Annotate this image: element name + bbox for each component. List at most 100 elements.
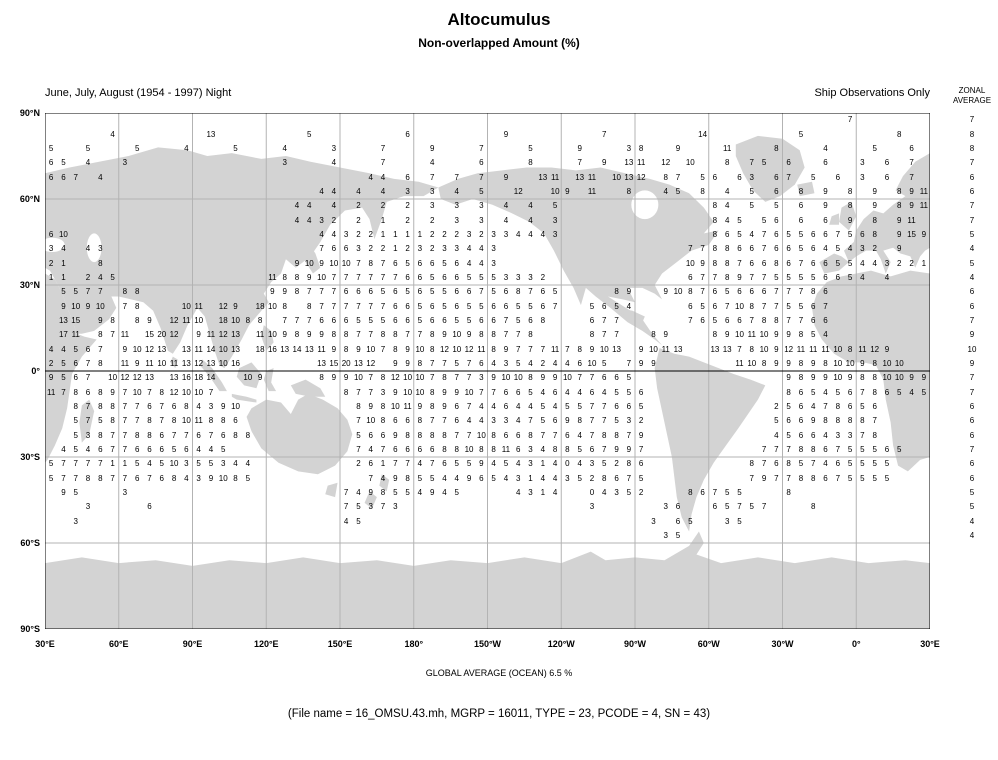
grid-value: 9 <box>134 358 140 368</box>
grid-value: 7 <box>761 229 767 239</box>
grid-value: 3 <box>85 430 91 440</box>
zonal-header-line1: ZONAL <box>958 86 986 95</box>
grid-value: 6 <box>429 444 435 454</box>
grid-value: 6 <box>675 516 681 526</box>
grid-value: 6 <box>503 287 509 297</box>
grid-value: 10 <box>882 373 892 383</box>
grid-value: 10 <box>735 301 744 311</box>
grid-value: 4 <box>626 301 632 311</box>
grid-value: 10 <box>194 387 204 397</box>
grid-value: 1 <box>380 229 386 239</box>
grid-value: 4 <box>356 186 361 196</box>
landmass-borneo <box>236 362 262 389</box>
grid-value: 3 <box>515 272 521 282</box>
grid-value: 5 <box>786 272 791 282</box>
landmass-africa-west <box>812 270 930 472</box>
grid-value: 8 <box>442 444 447 454</box>
grid-value: 5 <box>810 272 816 282</box>
grid-value: 7 <box>700 272 705 282</box>
grid-value: 10 <box>169 459 179 469</box>
grid-value: 4 <box>147 459 152 469</box>
grid-value: 8 <box>171 473 177 483</box>
grid-value: 3 <box>528 444 533 454</box>
grid-value: 4 <box>196 444 201 454</box>
global-average-label: GLOBAL AVERAGE (OCEAN) 6.5 % <box>425 668 573 678</box>
grid-value: 15 <box>71 315 81 325</box>
zonal-average-value: 7 <box>969 387 975 397</box>
grid-value: 9 <box>552 373 558 383</box>
grid-value: 7 <box>602 401 607 411</box>
grid-value: 6 <box>540 287 546 297</box>
grid-value: 1 <box>540 487 546 497</box>
grid-value: 10 <box>415 344 425 354</box>
grid-value: 3 <box>847 430 853 440</box>
grid-value: 5 <box>798 459 804 469</box>
grid-value: 6 <box>884 387 890 397</box>
grid-value: 7 <box>786 315 791 325</box>
grid-value: 3 <box>85 502 91 512</box>
grid-value: 11 <box>194 344 203 354</box>
grid-value: 10 <box>317 272 327 282</box>
grid-value: 6 <box>442 315 447 325</box>
grid-value: 9 <box>368 487 373 497</box>
grid-value: 4 <box>577 459 582 469</box>
grid-value: 5 <box>503 459 509 469</box>
grid-value: 5 <box>860 459 865 469</box>
grid-value: 4 <box>331 158 337 168</box>
grid-value: 10 <box>833 358 843 368</box>
grid-value: 10 <box>550 186 560 196</box>
grid-value: 2 <box>356 201 361 211</box>
grid-value: 9 <box>307 272 312 282</box>
grid-value: 9 <box>393 387 398 397</box>
grid-value: 8 <box>540 315 546 325</box>
grid-value: 9 <box>786 358 791 368</box>
grid-value: 5 <box>159 459 164 469</box>
grid-value: 8 <box>823 416 828 426</box>
grid-value: 13 <box>538 172 548 182</box>
grid-value: 10 <box>464 444 474 454</box>
grid-value: 3 <box>454 201 459 211</box>
grid-value: 6 <box>454 287 459 297</box>
grid-value: 9 <box>147 315 152 325</box>
grid-value: 3 <box>380 387 386 397</box>
grid-value: 5 <box>810 330 816 340</box>
grid-value: 9 <box>442 401 447 411</box>
grid-value: 6 <box>85 344 91 354</box>
grid-value: 9 <box>774 344 779 354</box>
grid-value: 9 <box>282 287 287 297</box>
grid-value: 8 <box>479 330 484 340</box>
grid-value: 6 <box>589 444 595 454</box>
grid-value: 5 <box>712 315 718 325</box>
grid-value: 9 <box>909 373 914 383</box>
grid-value: 4 <box>491 459 496 469</box>
grid-value: 7 <box>860 387 865 397</box>
grid-value: 8 <box>724 244 730 254</box>
grid-value: 9 <box>393 473 398 483</box>
grid-value: 10 <box>415 373 425 383</box>
grid-value: 6 <box>454 416 459 426</box>
grid-value: 7 <box>134 401 140 411</box>
grid-value: 8 <box>860 373 865 383</box>
grid-value: 5 <box>860 401 865 411</box>
grid-value: 11 <box>46 387 56 397</box>
grid-value: 4 <box>860 272 865 282</box>
grid-value: 9 <box>909 186 914 196</box>
grid-value: 9 <box>454 387 459 397</box>
grid-value: 9 <box>442 387 447 397</box>
grid-value: 3 <box>282 158 287 168</box>
grid-value: 9 <box>98 315 103 325</box>
grid-value: 3 <box>196 473 201 483</box>
grid-value: 4 <box>503 201 509 211</box>
grid-value: 8 <box>479 444 484 454</box>
grid-value: 10 <box>612 172 622 182</box>
grid-value: 5 <box>737 229 742 239</box>
grid-value: 6 <box>823 229 828 239</box>
grid-value: 16 <box>231 358 240 368</box>
grid-value: 7 <box>159 416 164 426</box>
grid-value: 9 <box>774 330 779 340</box>
grid-value: 7 <box>356 258 361 268</box>
grid-value: 11 <box>145 358 154 368</box>
landmass-caribbean <box>615 307 645 323</box>
grid-value: 11 <box>636 158 646 168</box>
grid-value: 10 <box>648 344 658 354</box>
